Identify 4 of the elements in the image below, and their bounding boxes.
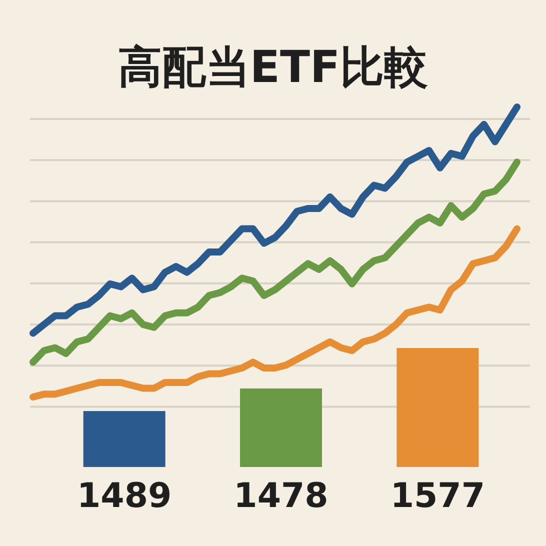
x-tick-label: 1478 <box>234 476 328 516</box>
x-tick-label: 1489 <box>77 476 172 516</box>
chart-title: 高配当ETF比較 <box>118 42 428 93</box>
x-tick-label: 1577 <box>390 476 485 516</box>
